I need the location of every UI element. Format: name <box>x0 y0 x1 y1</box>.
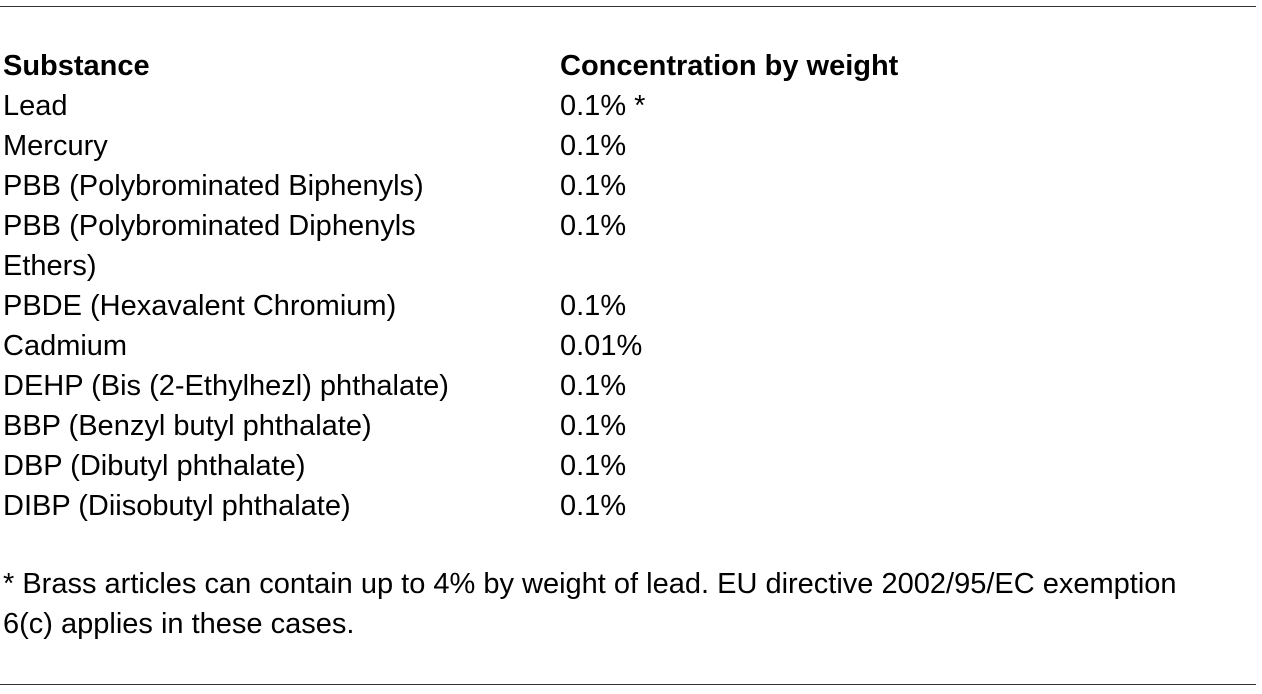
substance-cell: Mercury <box>3 130 108 162</box>
concentration-cell: 0.1% <box>560 450 627 482</box>
table-row: PBDE (Hexavalent Chromium) 0.1% <box>3 286 980 326</box>
table-row: BBP (Benzyl butyl phthalate) 0.1% <box>3 406 980 446</box>
header-concentration: Concentration by weight <box>560 50 899 82</box>
header-substance: Substance <box>3 50 150 82</box>
table-header-row: Substance Concentration by weight <box>3 46 980 86</box>
substance-cell: DEHP (Bis (2-Ethylhezl) phthalate) <box>3 370 449 402</box>
table-row: DEHP (Bis (2-Ethylhezl) phthalate) 0.1% <box>3 366 980 406</box>
substance-cell: BBP (Benzyl butyl phthalate) <box>3 410 372 442</box>
table-row: PBB (Polybrominated Diphenyls Ethers) 0.… <box>3 206 980 286</box>
substance-cell: PBDE (Hexavalent Chromium) <box>3 290 397 322</box>
table-row: Cadmium 0.01% <box>3 326 980 366</box>
concentration-cell: 0.1% <box>560 410 627 442</box>
table-row: Lead 0.1% * <box>3 86 980 126</box>
substance-cell: Lead <box>3 90 68 122</box>
substance-cell: PBB (Polybrominated Diphenyls Ethers) <box>3 210 416 282</box>
concentration-cell: 0.1% <box>560 490 627 522</box>
substance-cell: DBP (Dibutyl phthalate) <box>3 450 306 482</box>
substance-cell: DIBP (Diisobutyl phthalate) <box>3 490 351 522</box>
concentration-cell: 0.1% <box>560 170 627 202</box>
table-row: Mercury 0.1% <box>3 126 980 166</box>
concentration-cell: 0.1% * <box>560 90 646 122</box>
footnote: * Brass articles can contain up to 4% by… <box>3 568 1177 640</box>
top-divider <box>0 6 1256 7</box>
substance-table: Substance Concentration by weight Lead 0… <box>3 46 980 526</box>
bottom-divider <box>0 684 1256 685</box>
table-row: DBP (Dibutyl phthalate) 0.1% <box>3 446 980 486</box>
substance-cell: PBB (Polybrominated Biphenyls) <box>3 170 424 202</box>
concentration-cell: 0.1% <box>560 130 627 162</box>
concentration-cell: 0.01% <box>560 330 643 362</box>
concentration-cell: 0.1% <box>560 370 627 402</box>
concentration-cell: 0.1% <box>560 290 627 322</box>
table-row: PBB (Polybrominated Biphenyls) 0.1% <box>3 166 980 206</box>
concentration-cell: 0.1% <box>560 210 627 242</box>
substance-cell: Cadmium <box>3 330 128 362</box>
table-row: DIBP (Diisobutyl phthalate) 0.1% <box>3 486 980 526</box>
